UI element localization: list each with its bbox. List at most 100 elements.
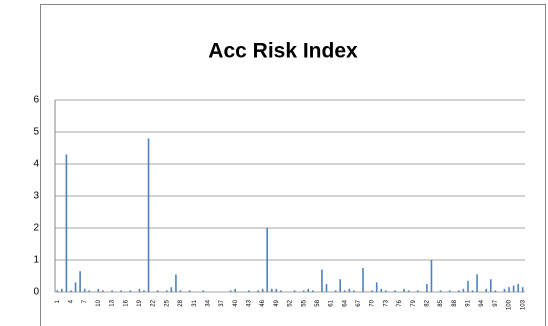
x-tick-label: 19 — [137, 299, 143, 306]
bar — [56, 290, 59, 292]
x-tick-label: 28 — [178, 299, 184, 306]
bar — [485, 288, 488, 292]
bar — [476, 274, 478, 292]
x-tick-label: 85 — [438, 299, 444, 306]
bar — [61, 288, 63, 292]
bar — [353, 290, 355, 292]
bar — [234, 288, 237, 292]
x-tick-label: 43 — [247, 299, 253, 306]
x-tick-label: 1 — [55, 299, 61, 303]
bar — [156, 290, 159, 292]
bar — [188, 290, 191, 292]
bar — [266, 228, 268, 292]
bar — [120, 290, 122, 292]
bar — [275, 288, 278, 292]
x-tick-label: 97 — [493, 299, 499, 306]
bar — [394, 290, 396, 292]
x-tick-label: 46 — [260, 299, 266, 306]
x-tick-label: 34 — [205, 299, 211, 306]
bar — [102, 290, 104, 292]
x-tick-label: 25 — [164, 299, 170, 306]
bar — [494, 290, 497, 292]
chart-title: Acc Risk Index — [208, 40, 358, 63]
x-tick-label: 37 — [219, 299, 225, 306]
bar — [302, 290, 305, 292]
bar — [179, 290, 182, 292]
bar — [138, 288, 141, 292]
bar — [165, 290, 168, 292]
bar — [467, 280, 469, 292]
x-tick-label: 73 — [383, 299, 389, 306]
bar — [170, 287, 173, 292]
x-tick-label: 52 — [288, 299, 294, 306]
x-tick-label: 76 — [397, 299, 403, 306]
bar — [97, 288, 100, 292]
bar — [512, 285, 515, 292]
x-tick-label: 70 — [370, 299, 376, 306]
y-tick-label: 6 — [33, 95, 39, 106]
bar — [439, 290, 442, 292]
x-tick-label: 4 — [69, 299, 75, 303]
bar — [321, 269, 323, 292]
bar — [489, 279, 492, 292]
y-tick-label: 2 — [33, 223, 39, 234]
bar — [257, 290, 259, 292]
x-tick-label: 64 — [342, 299, 348, 306]
bar — [147, 138, 150, 292]
x-tick-label: 22 — [151, 299, 157, 306]
bar — [448, 290, 451, 292]
x-tick-label: 58 — [315, 299, 321, 306]
bar — [458, 290, 460, 292]
bar — [129, 290, 132, 292]
x-tick-label: 100 — [507, 299, 513, 310]
bar — [348, 288, 351, 292]
bar — [111, 290, 113, 292]
x-tick-label: 103 — [520, 299, 526, 310]
x-tick-label: 82 — [424, 299, 430, 306]
bar — [503, 288, 506, 292]
bar — [371, 290, 373, 292]
bar — [462, 288, 465, 292]
bar — [270, 288, 273, 292]
y-tick-label: 5 — [33, 127, 39, 138]
x-tick-label: 16 — [123, 299, 129, 306]
bar — [88, 290, 91, 292]
x-tick-label: 49 — [274, 299, 280, 306]
bar — [403, 288, 405, 292]
x-tick-label: 67 — [356, 299, 362, 306]
x-tick-label: 55 — [301, 299, 307, 306]
bar — [143, 290, 145, 292]
x-tick-label: 40 — [233, 299, 239, 306]
y-tick-label: 4 — [33, 159, 39, 170]
bar — [248, 290, 250, 292]
bar — [280, 290, 282, 292]
bar — [339, 279, 341, 292]
bar — [229, 290, 232, 292]
bar — [312, 290, 314, 292]
bar — [508, 287, 510, 292]
bar — [430, 260, 433, 292]
x-tick-label: 10 — [96, 299, 102, 306]
x-tick-label: 61 — [329, 299, 335, 306]
x-tick-label: 88 — [452, 299, 458, 306]
x-tick-label: 91 — [466, 299, 472, 306]
x-tick-label: 94 — [479, 299, 485, 306]
x-tick-label: 31 — [192, 299, 198, 306]
bar — [83, 288, 86, 292]
bar — [74, 282, 77, 292]
y-tick-label: 3 — [33, 191, 39, 202]
bar — [343, 290, 346, 292]
bar — [79, 271, 81, 292]
bar — [325, 284, 328, 292]
bar — [175, 274, 177, 292]
x-tick-label: 7 — [82, 299, 88, 303]
bar — [521, 287, 524, 292]
bar — [65, 154, 68, 292]
bar — [407, 290, 410, 292]
y-tick-label: 0 — [33, 287, 39, 298]
bar — [202, 290, 205, 292]
bar — [261, 288, 264, 292]
bar — [362, 268, 364, 292]
